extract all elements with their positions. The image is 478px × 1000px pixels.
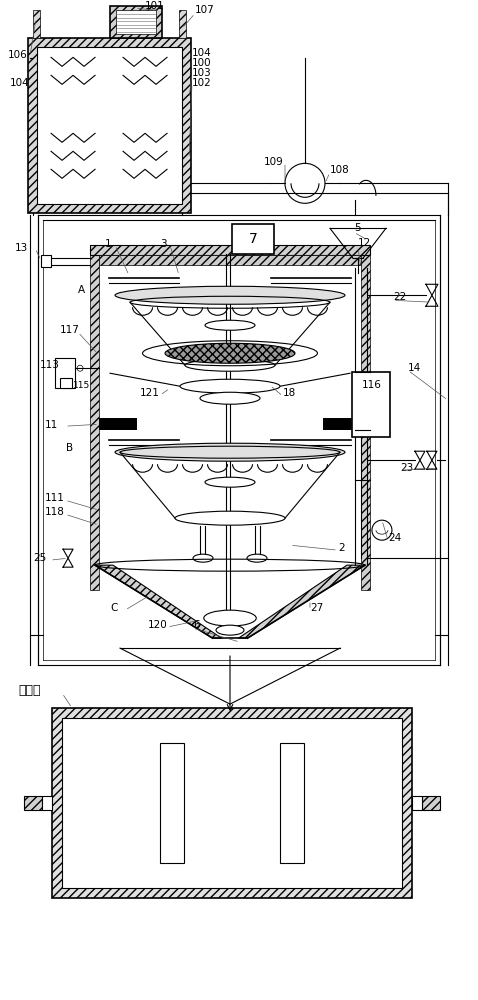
Bar: [110, 6, 162, 38]
Text: 2: 2: [338, 543, 345, 553]
Circle shape: [77, 365, 83, 371]
Text: 23: 23: [400, 463, 413, 473]
Text: 1: 1: [105, 239, 112, 249]
Bar: [90, 245, 370, 255]
Text: 27: 27: [310, 603, 323, 613]
Text: 100: 100: [192, 58, 212, 68]
Bar: [37, 47, 182, 204]
Text: B: B: [66, 443, 73, 453]
Bar: [60, 378, 72, 388]
Ellipse shape: [185, 359, 275, 371]
Bar: [105, 47, 113, 204]
Bar: [323, 418, 361, 430]
Ellipse shape: [193, 554, 213, 562]
Bar: [33, 10, 40, 38]
Text: 24: 24: [388, 533, 401, 543]
Text: 118: 118: [45, 507, 65, 517]
Bar: [42, 796, 52, 810]
Text: 6: 6: [193, 620, 200, 630]
Text: 101: 101: [145, 1, 165, 11]
Text: 103: 103: [192, 68, 212, 78]
Text: 3: 3: [160, 239, 167, 249]
Text: 5: 5: [354, 223, 360, 233]
Bar: [37, 121, 182, 129]
Ellipse shape: [204, 610, 256, 626]
Bar: [55, 358, 75, 388]
Ellipse shape: [205, 320, 255, 330]
Text: 14: 14: [408, 363, 421, 373]
Text: 116: 116: [362, 380, 382, 390]
Text: 104: 104: [192, 48, 212, 58]
Text: 113: 113: [40, 360, 60, 370]
Bar: [52, 708, 412, 898]
Polygon shape: [239, 565, 365, 638]
Text: 7: 7: [249, 232, 257, 246]
Ellipse shape: [247, 554, 267, 562]
Text: 115: 115: [73, 381, 90, 390]
Text: 106: 106: [8, 50, 28, 60]
Bar: [28, 38, 191, 213]
Circle shape: [285, 163, 325, 203]
Bar: [361, 255, 370, 590]
Ellipse shape: [216, 625, 244, 635]
Text: 22: 22: [393, 292, 406, 302]
Text: 107: 107: [195, 5, 215, 15]
Ellipse shape: [175, 511, 285, 525]
Circle shape: [372, 520, 392, 540]
Text: 13: 13: [15, 243, 28, 253]
Bar: [412, 796, 422, 810]
Text: 120: 120: [148, 620, 168, 630]
Text: 18: 18: [283, 388, 296, 398]
Text: 12: 12: [358, 238, 371, 248]
Text: 111: 111: [45, 493, 65, 503]
Text: 11: 11: [45, 420, 58, 430]
Ellipse shape: [180, 379, 280, 393]
Text: A: A: [78, 285, 85, 295]
Bar: [160, 743, 184, 863]
Bar: [90, 255, 99, 590]
Text: 117: 117: [60, 325, 80, 335]
Ellipse shape: [115, 286, 345, 304]
Polygon shape: [95, 565, 221, 638]
Bar: [99, 418, 137, 430]
Text: 102: 102: [192, 78, 212, 88]
Ellipse shape: [165, 343, 295, 363]
Text: 25: 25: [33, 553, 46, 563]
Ellipse shape: [200, 392, 260, 404]
Bar: [422, 796, 440, 810]
Bar: [24, 796, 42, 810]
Ellipse shape: [115, 443, 345, 461]
Bar: [116, 10, 156, 34]
Text: 121: 121: [140, 388, 160, 398]
Ellipse shape: [205, 477, 255, 487]
Bar: [41, 255, 51, 267]
Bar: [99, 255, 361, 265]
Bar: [62, 718, 402, 888]
Bar: [352, 372, 390, 437]
Text: 压板机: 压板机: [18, 684, 41, 697]
Bar: [179, 10, 186, 38]
Text: 109: 109: [264, 157, 284, 167]
Text: C: C: [110, 603, 118, 613]
Text: 108: 108: [330, 165, 350, 175]
Text: 104: 104: [10, 78, 30, 88]
Bar: [280, 743, 304, 863]
Bar: [232, 224, 274, 254]
